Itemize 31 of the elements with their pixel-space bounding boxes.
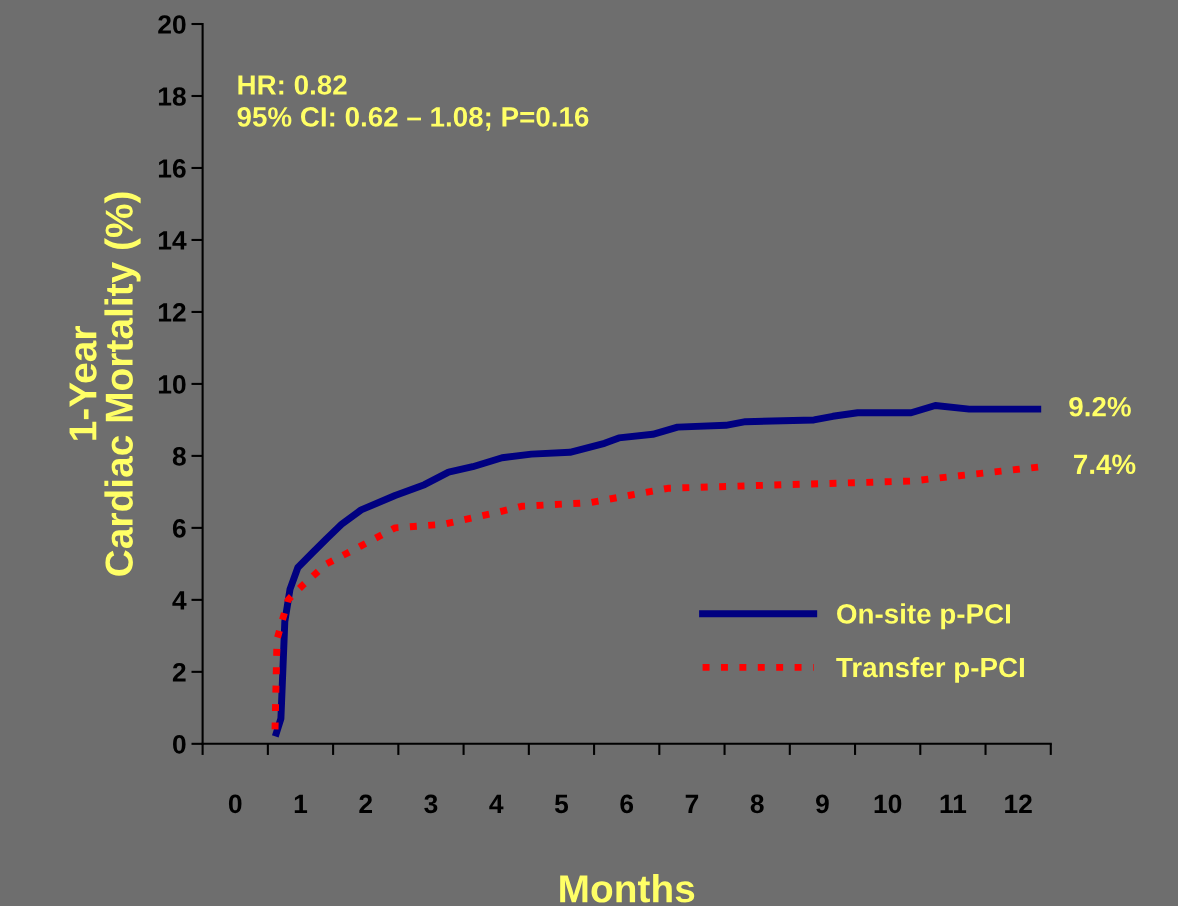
annotation: 7.4% xyxy=(1074,454,1136,475)
x-tick-label: 6 xyxy=(620,794,634,814)
y-tick-label: 2 xyxy=(172,662,186,682)
legend-label: Transfer p-PCI xyxy=(836,656,1024,683)
y-tick-label: 12 xyxy=(158,303,186,322)
annotation: 9.2% xyxy=(1069,396,1131,417)
y-tick-label: 14 xyxy=(158,231,187,250)
x-tick-label: 1 xyxy=(294,794,308,813)
x-tick-label: 10 xyxy=(874,794,902,814)
x-tick-label: 11 xyxy=(940,794,967,813)
x-tick-label: 12 xyxy=(1005,794,1032,813)
x-tick-label: 2 xyxy=(359,794,373,813)
x-tick-label: 9 xyxy=(816,794,829,814)
y-tick-label: 16 xyxy=(158,159,186,178)
y-tick-label: 10 xyxy=(158,375,186,394)
annotation: HR: 0.82 95% CI: 0.62 – 1.08; P=0.16 xyxy=(237,75,589,131)
y-tick-label: 6 xyxy=(172,519,186,538)
y-axis-title: 1-Year Cardiac Mortality (%) xyxy=(69,192,141,576)
x-tick-label: 4 xyxy=(489,794,504,813)
y-tick-label: 18 xyxy=(158,87,186,106)
y-tick-label: 0 xyxy=(173,734,186,754)
x-tick-label: 3 xyxy=(424,794,438,814)
x-tick-label: 8 xyxy=(750,794,764,814)
y-tick-label: 4 xyxy=(172,591,187,610)
y-tick-label: 8 xyxy=(172,447,186,466)
x-axis-title: Months xyxy=(560,873,695,903)
x-tick-label: 0 xyxy=(228,794,242,814)
y-tick-label: 20 xyxy=(158,15,186,34)
legend-label: On-site p-PCI xyxy=(837,603,1010,630)
x-tick-label: 7 xyxy=(685,794,699,813)
x-tick-label: 5 xyxy=(554,794,569,814)
